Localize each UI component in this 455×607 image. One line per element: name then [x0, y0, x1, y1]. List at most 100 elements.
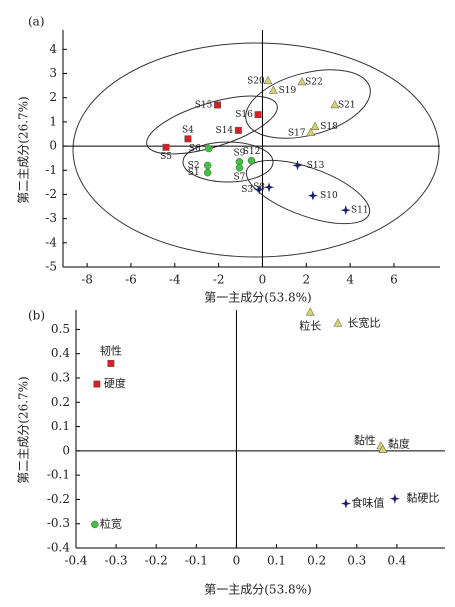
panel-title: (a): [28, 15, 45, 29]
y-tick-label: -0.1: [47, 468, 70, 482]
point: [263, 75, 273, 85]
x-tick-label: -0.3: [105, 554, 128, 568]
x-tick-label: -6: [125, 273, 137, 287]
point-label: S1: [188, 168, 200, 178]
point-label: S6: [189, 144, 201, 154]
point: [93, 380, 101, 388]
y-tick-label: -4: [45, 235, 57, 249]
point-label: S9: [233, 148, 245, 158]
x-tick-label: -0.4: [64, 554, 88, 568]
x-tick-label: -4: [169, 273, 181, 287]
point: [235, 164, 244, 172]
point: [107, 359, 115, 367]
ellipse: [245, 69, 371, 139]
y-tick-label: 1: [49, 114, 57, 128]
point-label: 长宽比: [347, 315, 380, 329]
point-label: S22: [305, 77, 323, 87]
point: [305, 307, 315, 316]
y-tick-label: 0.2: [51, 395, 70, 409]
point-label: S19: [279, 86, 297, 96]
point-label: S16: [235, 110, 253, 120]
point-label: 黏性: [354, 433, 376, 447]
point-label: 黏硬比: [406, 491, 439, 505]
x-tick-label: -0.2: [145, 554, 168, 568]
point-label: S2: [188, 161, 200, 171]
x-tick-label: -2: [213, 273, 225, 287]
x-tick-label: 0.3: [347, 554, 366, 568]
point-label: 硬度: [104, 376, 126, 390]
point-label: S10: [320, 191, 338, 201]
y-tick-label: -5: [45, 260, 57, 274]
point: [378, 444, 388, 453]
x-tick-label: 6: [390, 273, 398, 287]
group-ellipses: [72, 42, 440, 258]
x-tick-label: -0.1: [185, 554, 208, 568]
point: [203, 161, 212, 170]
point: [292, 160, 303, 171]
point: [310, 121, 320, 130]
x-tick-label: 4: [346, 273, 354, 287]
y-axis-label: 第二主成分(26.7%): [17, 96, 31, 204]
point-label: S7: [233, 172, 245, 182]
y-tick-label: 4: [49, 42, 57, 56]
point: [269, 85, 278, 94]
point-label: S4: [182, 125, 194, 135]
y-tick-label: -0.3: [47, 516, 70, 530]
x-axis-label: 第一主成分(53.8%): [204, 291, 312, 305]
point: [340, 498, 351, 509]
point: [91, 520, 99, 529]
point: [205, 144, 213, 153]
point-label: S15: [195, 100, 213, 110]
y-tick-label: -3: [45, 211, 57, 225]
point: [214, 101, 221, 109]
point-label: S20: [247, 76, 265, 86]
y-tick-label: 0.5: [51, 322, 70, 336]
point: [297, 76, 307, 86]
point-label: 黏度: [388, 437, 410, 451]
y-tick-label: 2: [49, 90, 57, 104]
point: [162, 143, 170, 151]
panel-title: (b): [28, 309, 45, 323]
x-tick-label: 2: [302, 273, 310, 287]
point: [333, 318, 343, 327]
point: [203, 168, 212, 177]
x-tick-label: 0.1: [267, 554, 286, 568]
y-tick-label: 0: [62, 443, 70, 457]
point-label: S21: [338, 100, 356, 110]
point: [264, 182, 275, 193]
point: [254, 184, 265, 195]
ellipse: [245, 159, 371, 225]
point: [340, 205, 351, 216]
point-label: 粒宽: [100, 516, 122, 530]
point-label: S5: [160, 152, 172, 162]
y-tick-label: 0.1: [51, 419, 70, 433]
point: [254, 111, 262, 119]
point: [330, 99, 340, 109]
point-label: 韧性: [100, 343, 122, 357]
y-tick-label: -0.4: [47, 541, 71, 555]
point: [184, 135, 192, 143]
x-tick-label: 0: [233, 554, 241, 568]
point-label: S18: [320, 122, 338, 132]
x-tick-label: 0.2: [307, 554, 326, 568]
ellipse: [182, 141, 274, 183]
point-label: S11: [351, 206, 369, 216]
point-label: S13: [307, 161, 325, 171]
point-label: S14: [216, 126, 234, 136]
point-label: 食味值: [351, 496, 384, 510]
y-tick-label: 0: [49, 139, 57, 153]
point-label: S3: [241, 185, 253, 195]
point: [306, 127, 316, 137]
y-tick-label: -1: [45, 163, 57, 177]
x-tick-label: 0.4: [387, 554, 406, 568]
y-axis-label: 第二主成分(26.7%): [17, 376, 31, 484]
y-tick-label: -2: [45, 187, 57, 201]
point-label: S17: [288, 128, 306, 138]
point: [247, 156, 256, 165]
point: [234, 126, 242, 134]
point-label: 粒长: [299, 318, 321, 332]
outer-ellipse: [72, 42, 440, 258]
y-tick-label: -0.2: [47, 492, 70, 506]
y-tick-label: 3: [49, 66, 57, 80]
